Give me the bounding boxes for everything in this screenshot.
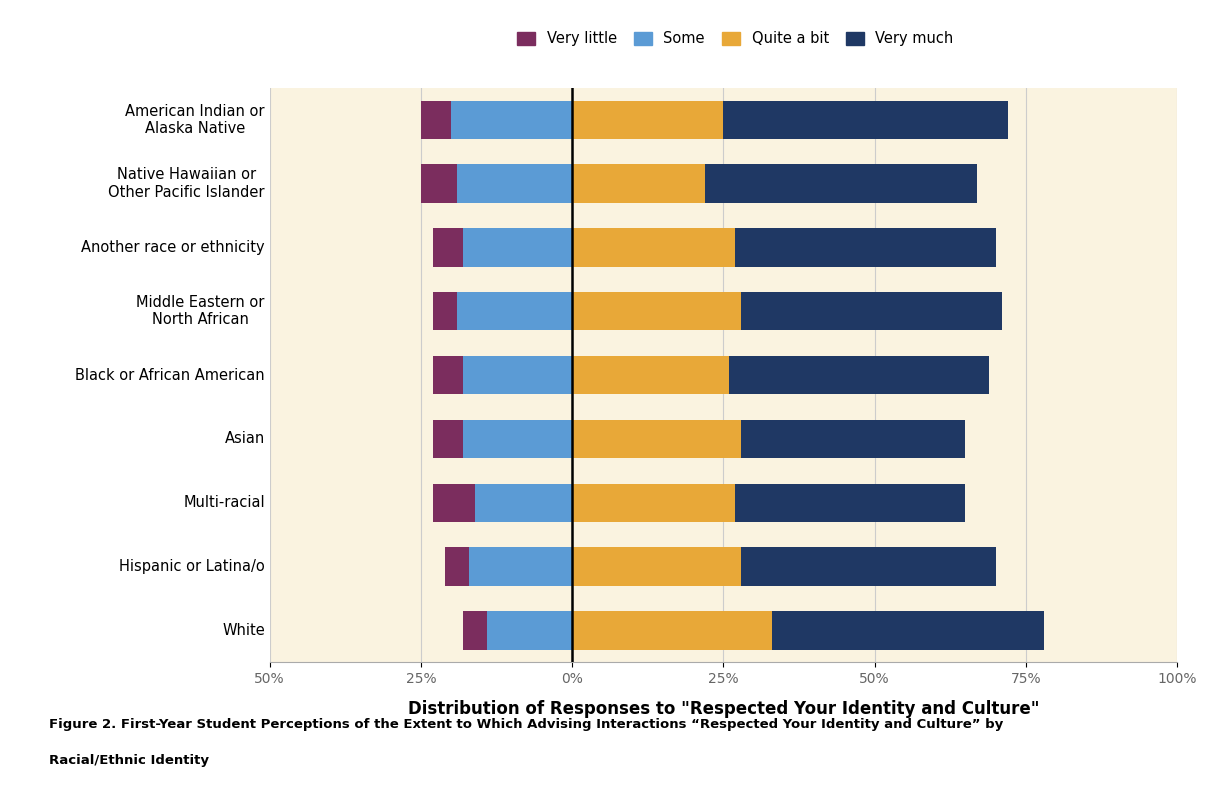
Bar xyxy=(736,484,965,522)
Bar xyxy=(729,356,989,394)
Bar xyxy=(736,228,996,267)
Bar xyxy=(573,228,736,267)
Bar xyxy=(742,547,996,586)
Bar xyxy=(463,356,573,394)
Bar xyxy=(463,611,488,650)
Bar xyxy=(463,228,573,267)
Bar xyxy=(433,292,457,330)
Bar xyxy=(573,164,705,203)
Text: Figure 2. First-Year Student Perceptions of the Extent to Which Advising Interac: Figure 2. First-Year Student Perceptions… xyxy=(49,718,1003,731)
Bar xyxy=(573,611,771,650)
Bar xyxy=(573,101,723,139)
Bar xyxy=(421,164,457,203)
Bar xyxy=(433,420,463,458)
Bar xyxy=(488,611,573,650)
Bar xyxy=(771,611,1043,650)
Bar xyxy=(470,547,573,586)
Text: Racial/Ethnic Identity: Racial/Ethnic Identity xyxy=(49,754,210,767)
Bar xyxy=(463,420,573,458)
Bar xyxy=(421,101,451,139)
Bar xyxy=(705,164,977,203)
Bar xyxy=(457,164,573,203)
Bar xyxy=(433,228,463,267)
X-axis label: Distribution of Responses to "Respected Your Identity and Culture": Distribution of Responses to "Respected … xyxy=(407,700,1040,718)
Bar xyxy=(573,356,729,394)
Bar xyxy=(573,292,742,330)
Bar xyxy=(451,101,573,139)
Bar xyxy=(742,292,1002,330)
Legend: Very little, Some, Quite a bit, Very much: Very little, Some, Quite a bit, Very muc… xyxy=(517,31,954,46)
Bar xyxy=(573,420,742,458)
Bar xyxy=(445,547,470,586)
Bar xyxy=(476,484,573,522)
Bar xyxy=(457,292,573,330)
Bar xyxy=(573,547,742,586)
Bar xyxy=(742,420,965,458)
Bar xyxy=(573,484,736,522)
Bar xyxy=(433,356,463,394)
Bar xyxy=(723,101,1008,139)
Bar xyxy=(433,484,476,522)
